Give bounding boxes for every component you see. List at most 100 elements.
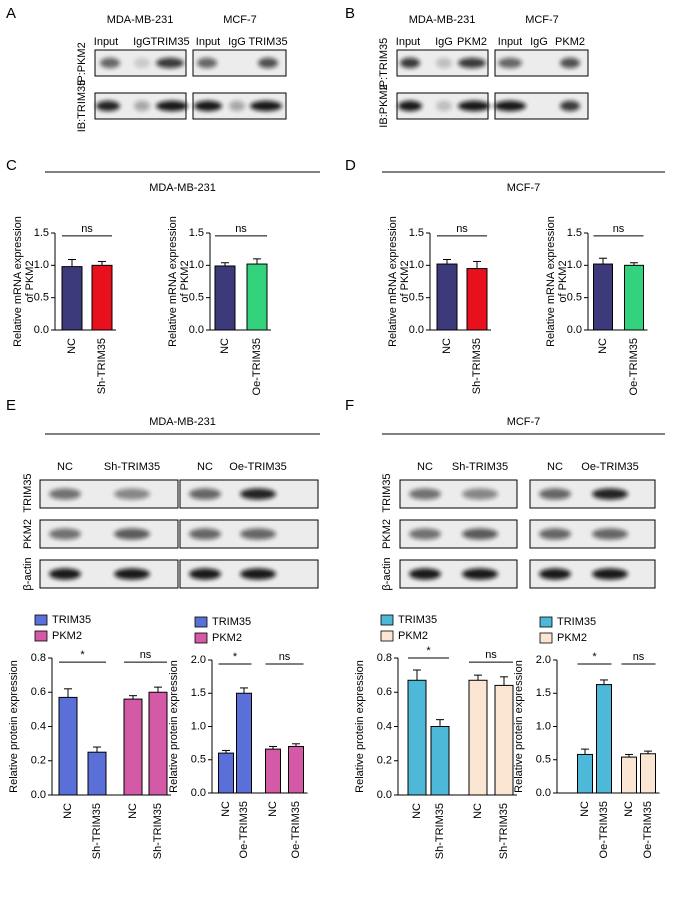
lane-label: PKM2 (555, 36, 585, 48)
y-tick-label: 2.0 (536, 654, 551, 666)
bar (640, 753, 656, 794)
lane-label: IgG (435, 36, 453, 48)
y-tick-label: 2.0 (191, 654, 206, 666)
y-tick-label: 0.8 (377, 652, 392, 664)
cell-line-label: MDA-MB-231 (107, 14, 174, 26)
band (114, 568, 150, 580)
x-tick-label: NC (472, 803, 484, 819)
bar (91, 264, 113, 331)
band (560, 100, 580, 112)
row-label: PKM2 (22, 519, 34, 549)
bar (494, 684, 514, 796)
band (462, 568, 498, 580)
band (539, 568, 571, 580)
y-tick-label: 1.0 (191, 720, 206, 732)
lane-label: NC (197, 461, 213, 473)
group-title: MDA-MB-231 (149, 416, 216, 428)
band (398, 100, 422, 112)
y-tick-label: 1.5 (34, 227, 49, 239)
bar (624, 264, 644, 331)
x-tick-label: NC (441, 338, 453, 354)
band (409, 528, 441, 540)
band (189, 568, 221, 580)
bar (61, 266, 83, 331)
bar (214, 265, 236, 331)
band (498, 57, 522, 69)
band (240, 528, 276, 540)
y-axis-label: Relative protein expression (168, 660, 180, 793)
y-tick-label: 1.0 (34, 259, 49, 271)
lane-label: Input (196, 36, 220, 48)
y-tick-label: 0.2 (31, 755, 46, 767)
y-axis-label: of PKM2 (179, 260, 191, 302)
x-tick-label: NC (579, 801, 591, 817)
band (134, 57, 150, 69)
legend-label: TRIM35 (398, 614, 437, 626)
lane-label: TRIM35 (150, 36, 189, 48)
significance-label: ns (485, 649, 497, 661)
y-tick-label: 0.0 (536, 787, 551, 799)
bar (246, 263, 268, 331)
y-tick-label: 0.6 (31, 686, 46, 698)
row-label: PKM2 (381, 519, 393, 549)
bar (87, 751, 107, 796)
significance-label: * (233, 651, 238, 663)
y-tick-label: 1.0 (567, 259, 582, 271)
y-axis-label: of PKM2 (24, 260, 36, 302)
legend-swatch (539, 632, 553, 644)
panel-letter: D (345, 157, 356, 174)
y-axis-label: Relative protein expression (8, 660, 20, 793)
legend-swatch (539, 616, 553, 628)
legend-label: PKM2 (557, 632, 587, 644)
bar (236, 692, 252, 794)
y-tick-label: 0.8 (31, 652, 46, 664)
legend-label: PKM2 (52, 630, 82, 642)
group-title: MCF-7 (507, 182, 541, 194)
ib-label: IB:PKM2 (378, 84, 390, 127)
band (189, 528, 221, 540)
legend-label: PKM2 (212, 632, 242, 644)
y-axis-label: of PKM2 (557, 260, 569, 302)
y-tick-label: 0.5 (189, 292, 204, 304)
x-tick-label: NC (411, 803, 423, 819)
band (592, 488, 628, 500)
bar (621, 756, 637, 794)
band (409, 568, 441, 580)
x-tick-label: NC (267, 801, 279, 817)
y-tick-label: 0.0 (189, 324, 204, 336)
y-axis-label: Relative mRNA expression (545, 216, 557, 347)
bar (123, 698, 143, 796)
panel-letter: E (6, 397, 16, 414)
legend-swatch (194, 632, 208, 644)
group-title: MDA-MB-231 (149, 182, 216, 194)
y-tick-label: 1.0 (536, 720, 551, 732)
significance-label: * (592, 651, 597, 663)
bar (58, 696, 78, 796)
y-tick-label: 0.0 (377, 789, 392, 801)
y-tick-label: 0.6 (377, 686, 392, 698)
y-tick-label: 0.0 (567, 324, 582, 336)
ip-label: IP:TRIM35 (378, 38, 390, 91)
x-tick-label: Sh-TRIM35 (471, 338, 483, 394)
band (96, 100, 120, 112)
panel-letter: F (345, 397, 354, 414)
cell-line-label: MCF-7 (525, 14, 559, 26)
y-tick-label: 1.5 (191, 687, 206, 699)
significance-label: ns (140, 649, 152, 661)
band (458, 57, 486, 69)
x-tick-label: Oe-TRIM35 (598, 801, 610, 858)
y-tick-label: 0.5 (191, 754, 206, 766)
bar (148, 691, 168, 796)
lane-label: Input (498, 36, 522, 48)
y-axis-label: Relative mRNA expression (167, 216, 179, 347)
legend-swatch (194, 616, 208, 628)
row-label: β-actin (381, 557, 393, 590)
x-tick-label: Oe-TRIM35 (251, 338, 263, 395)
bar (436, 263, 458, 331)
y-tick-label: 1.5 (189, 227, 204, 239)
lane-label: Oe-TRIM35 (229, 461, 286, 473)
ip-label: IP:PKM2 (76, 42, 88, 85)
band (134, 100, 150, 112)
x-tick-label: Sh-TRIM35 (96, 338, 108, 394)
